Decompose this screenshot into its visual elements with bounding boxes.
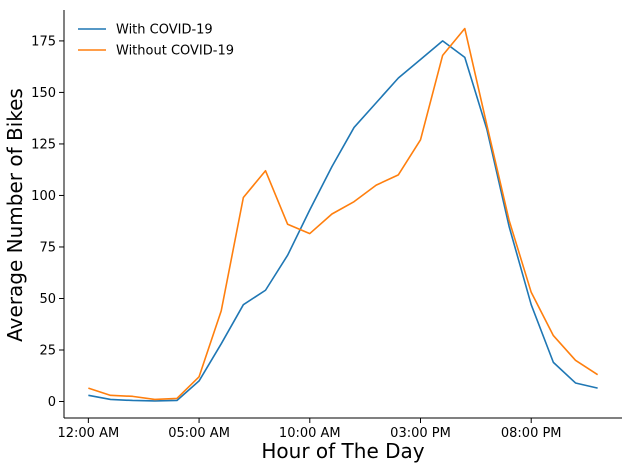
x-tick-label: 03:00 PM (390, 426, 451, 441)
legend: With COVID-19 Without COVID-19 (78, 23, 234, 59)
y-axis-title: Average Number of Bikes (3, 88, 27, 342)
y-tick-label: 125 (31, 137, 56, 152)
y-axis-ticks: 0 25 50 75 100 125 150 175 (31, 34, 64, 410)
series-line-without-covid (88, 27, 599, 401)
x-tick-label: 08:00 PM (501, 426, 562, 441)
y-tick-label: 50 (39, 292, 56, 307)
series-line-with-covid (88, 40, 598, 402)
series-lines (88, 27, 599, 402)
x-tick-label: 10:00 AM (279, 426, 341, 441)
y-tick-label: 100 (31, 189, 56, 204)
x-axis-ticks: 12:00 AM 05:00 AM 10:00 AM 03:00 PM 08:00 PM (57, 418, 562, 441)
x-tick-label: 05:00 AM (168, 426, 230, 441)
y-tick-label: 175 (31, 34, 56, 49)
x-axis-title: Hour of The Day (261, 439, 424, 463)
y-tick-label: 25 (39, 344, 56, 359)
x-tick-label: 12:00 AM (57, 426, 119, 441)
legend-label: With COVID-19 (116, 23, 213, 38)
y-tick-label: 0 (48, 395, 56, 410)
y-tick-label: 75 (39, 240, 56, 255)
legend-label: Without COVID-19 (116, 44, 234, 59)
y-tick-label: 150 (31, 86, 56, 101)
